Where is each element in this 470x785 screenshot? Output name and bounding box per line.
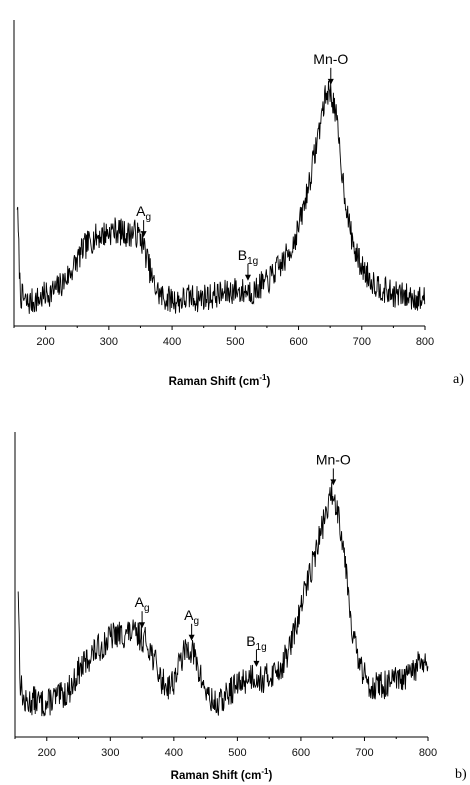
- peak-label: B1g: [246, 633, 266, 653]
- peak-label: Ag: [136, 203, 151, 223]
- x-axis-title: Raman Shift (cm-1): [169, 373, 271, 388]
- x-tick-label: 600: [289, 336, 307, 348]
- x-tick-label: 300: [100, 336, 118, 348]
- peak-arrowhead: [188, 634, 195, 641]
- peak-arrowhead: [330, 479, 337, 486]
- panel-label: b): [455, 767, 467, 782]
- peak-label: Mn-O: [313, 51, 348, 67]
- x-axis-title: Raman Shift (cm-1): [171, 767, 273, 782]
- panel-label: a): [453, 372, 464, 387]
- peak-label: Ag: [184, 607, 199, 627]
- chart-panel-a: 200 300 400 500 600 700 800 Raman Shift (cm-1) a…: [13, 20, 464, 388]
- x-tick-label: 500: [226, 336, 244, 348]
- peak-label: Ag: [135, 594, 150, 614]
- peak-arrowhead: [253, 660, 260, 667]
- peak-label: B1g: [238, 247, 258, 267]
- x-tick-label: 800: [419, 747, 437, 759]
- peak-arrowhead: [140, 231, 147, 238]
- x-tick-label: 400: [165, 747, 183, 759]
- x-tick-label: 700: [353, 336, 371, 348]
- peak-arrowhead: [139, 622, 146, 629]
- peak-arrowhead: [244, 274, 251, 281]
- x-tick-label: 500: [228, 747, 246, 759]
- x-tick-label: 700: [355, 747, 373, 759]
- x-tick-label: 200: [36, 336, 54, 348]
- peak-arrowhead: [327, 78, 334, 85]
- spectrum-line: [17, 482, 429, 717]
- x-tick-label: 300: [101, 747, 119, 759]
- spectrum-line: [16, 80, 426, 314]
- x-tick-label: 800: [416, 336, 434, 348]
- chart-panel-b: 200 300 400 500 600 700 800 Raman Shift (cm-1) b…: [14, 432, 467, 782]
- x-tick-label: 400: [163, 336, 181, 348]
- peak-label: Mn-O: [316, 451, 351, 467]
- x-tick-label: 200: [38, 747, 56, 759]
- x-tick-label: 600: [292, 747, 310, 759]
